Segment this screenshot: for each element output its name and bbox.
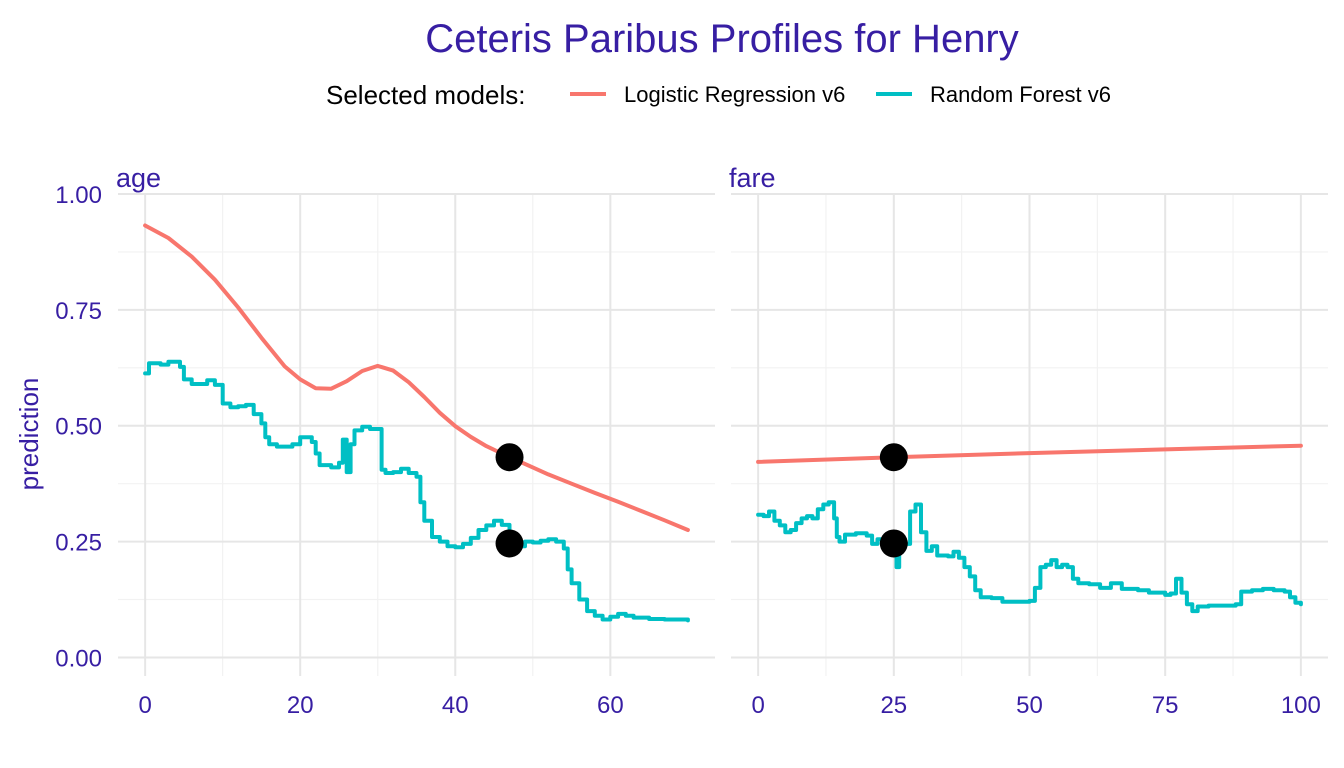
series-line-logistic-regression-v6 [143, 223, 690, 532]
x-tick-label: 75 [1152, 692, 1179, 719]
y-tick-label: 0.25 [55, 530, 102, 557]
gridlines [118, 193, 715, 676]
y-tick-label: 0.75 [55, 298, 102, 325]
series-line-random-forest-v6 [143, 359, 690, 623]
y-axis-label: prediction [14, 378, 44, 491]
observation-point-logistic-regression-v6 [495, 443, 524, 472]
y-tick-label: 0.50 [55, 414, 102, 441]
series-line-random-forest-v6 [756, 500, 1303, 614]
x-tick-label: 100 [1281, 692, 1321, 719]
x-tick-label: 20 [287, 692, 314, 719]
gridlines [731, 193, 1328, 676]
facet-label-age: age [116, 163, 161, 193]
panel-age: age 0.00 0.25 0.50 0.75 1.00 0 20 40 60 [55, 163, 715, 719]
chart-title: Ceteris Paribus Profiles for Henry [425, 17, 1019, 61]
panel-fare: fare 0 25 50 75 100 [729, 163, 1328, 719]
legend-title: Selected models: [326, 80, 525, 110]
observation-point-random-forest-v6 [495, 529, 524, 558]
x-tick-label: 0 [138, 692, 151, 719]
legend-label-logistic-regression-v6: Logistic Regression v6 [624, 82, 845, 107]
observation-point-logistic-regression-v6 [879, 443, 908, 472]
observation-point-random-forest-v6 [879, 529, 908, 558]
facet-panels: age 0.00 0.25 0.50 0.75 1.00 0 20 40 60 fare 0 25 50 7… [55, 163, 1328, 719]
x-tick-label: 25 [880, 692, 907, 719]
y-tick-label: 0.00 [55, 645, 102, 672]
legend-label-random-forest-v6: Random Forest v6 [930, 82, 1111, 107]
facet-label-fare: fare [729, 163, 776, 193]
x-tick-label: 40 [442, 692, 469, 719]
x-tick-label: 0 [751, 692, 764, 719]
legend: Selected models: Logistic Regression v6 R… [326, 80, 1111, 110]
y-tick-label: 1.00 [55, 182, 102, 209]
x-tick-label: 50 [1016, 692, 1043, 719]
x-tick-label: 60 [597, 692, 624, 719]
series-line-logistic-regression-v6 [756, 443, 1303, 464]
